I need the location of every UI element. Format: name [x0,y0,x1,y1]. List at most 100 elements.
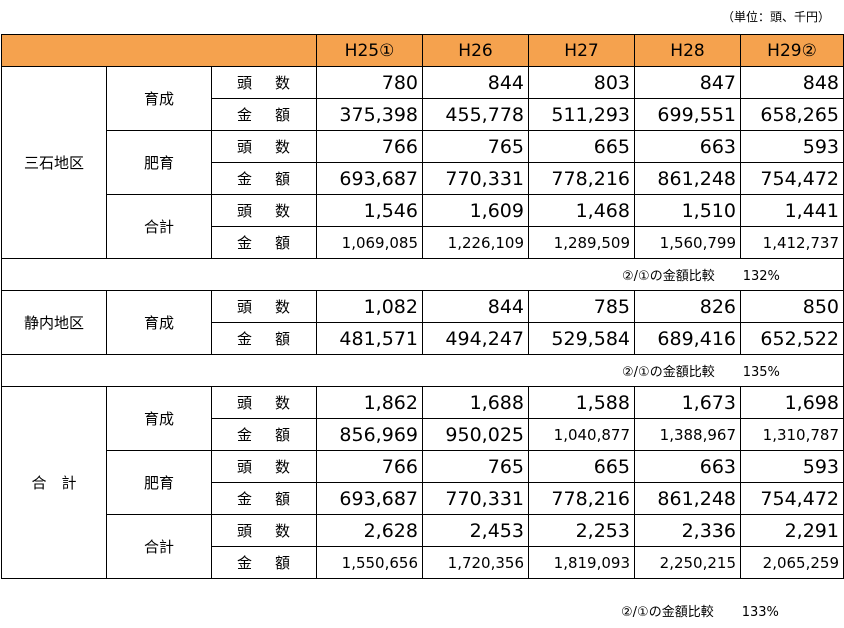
value-cell: 663 [634,450,741,483]
header-year: H27 [528,34,635,67]
value-cell: 1,862 [316,386,423,419]
value-cell: 1,510 [634,194,741,227]
area-label: 合 計 [1,386,107,579]
area-label: 静内地区 [1,290,107,355]
value-cell: 593 [740,450,844,483]
comparison-percent: 132% [742,269,780,284]
table-row: 三石地区 育成頭数 780 844 803 847 848 [1,66,844,259]
category-label: 育成 [106,66,212,131]
value-cell: 652,522 [740,322,844,355]
value-cell: 765 [422,450,529,483]
metric-char: 頭 [236,298,253,316]
table-row: 金額 481,571 494,247 529,584 689,416 652,522 [2,322,844,355]
metric-head-count: 頭数 [211,66,317,99]
table-row: 金額 1,550,656 1,720,356 1,819,093 2,250,215 2,… [2,546,844,579]
table-row: 金額 375,398 455,778 511,293 699,551 658,265 [2,98,844,131]
metric-char: 頭 [236,138,253,156]
metric-char: 数 [275,522,292,540]
value-cell: 1,720,356 [422,546,529,579]
value-cell: 699,551 [634,98,741,131]
metric-char: 金 [236,426,253,444]
metric-head-count: 頭数 [211,290,317,323]
value-cell: 693,687 [316,482,423,515]
metric-head-count: 頭数 [211,386,317,419]
value-cell: 856,969 [316,418,423,451]
value-cell: 780 [316,66,423,99]
metric-amount: 金額 [211,546,317,579]
value-cell: 494,247 [422,322,529,355]
value-cell: 375,398 [316,98,423,131]
metric-head-count: 頭数 [211,194,317,227]
metric-char: 額 [275,106,292,124]
value-cell: 778,216 [528,482,635,515]
value-cell: 844 [422,290,529,323]
value-cell: 778,216 [528,162,635,195]
value-cell: 1,609 [422,194,529,227]
metric-amount: 金額 [211,418,317,451]
category-label: 合計 [106,514,212,579]
metric-char: 額 [275,234,292,252]
table-row: 合 計育成頭数 1,862 1,688 1,588 1,673 1,698 [1,386,844,579]
comparison-row: ②/①の金額比較 132% [1,258,844,291]
table-row: 肥育頭数 766 765 665 663 593 [2,450,844,515]
metric-char: 金 [236,106,253,124]
value-cell: 1,468 [528,194,635,227]
value-cell: 803 [528,66,635,99]
value-cell: 1,226,109 [422,226,529,259]
value-cell: 1,688 [422,386,529,419]
metric-char: 額 [275,170,292,188]
value-cell: 1,673 [634,386,741,419]
value-cell: 2,336 [634,514,741,547]
area-label: 三石地区 [1,66,107,259]
value-cell: 861,248 [634,162,741,195]
value-cell: 861,248 [634,482,741,515]
value-cell: 826 [634,290,741,323]
table-row: 金額 1,069,085 1,226,109 1,289,509 1,560,799 1,… [2,226,844,259]
metric-amount: 金額 [211,98,317,131]
comparison-label: ②/①の金額比較 [622,269,715,284]
table-row: 肥育頭数 766 765 665 663 593 [2,130,844,195]
metric-amount: 金額 [211,162,317,195]
metric-char: 頭 [236,394,253,412]
value-cell: 2,291 [740,514,844,547]
metric-char: 額 [275,490,292,508]
category-label: 肥育 [106,450,212,515]
unit-note: （単位：頭、千円） [721,10,830,24]
value-cell: 754,472 [740,482,844,515]
value-cell: 665 [528,450,635,483]
value-cell: 1,441 [740,194,844,227]
value-cell: 689,416 [634,322,741,355]
value-cell: 766 [316,130,423,163]
value-cell: 663 [634,130,741,163]
metric-char: 頭 [236,202,253,220]
header-blank [1,34,317,67]
value-cell: 1,412,737 [740,226,844,259]
header-row: H25① H26 H27 H28 H29② [1,34,844,67]
metric-head-count: 頭数 [211,514,317,547]
metric-char: 頭 [236,458,253,476]
value-cell: 754,472 [740,162,844,195]
value-cell: 1,560,799 [634,226,741,259]
metric-char: 金 [236,330,253,348]
value-cell: 1,082 [316,290,423,323]
comparison-label: ②/①の金額比較 [622,365,715,380]
metric-char: 額 [275,330,292,348]
value-cell: 665 [528,130,635,163]
metric-char: 数 [275,394,292,412]
metric-char: 金 [236,490,253,508]
value-cell: 850 [740,290,844,323]
value-cell: 847 [634,66,741,99]
value-cell: 950,025 [422,418,529,451]
table-row: 合計頭数 2,628 2,453 2,253 2,336 2,291 [2,514,844,579]
value-cell: 2,628 [316,514,423,547]
metric-head-count: 頭数 [211,130,317,163]
total-comparison: ②/①の金額比較 133% [621,601,779,620]
metric-char: 頭 [236,74,253,92]
value-cell: 2,253 [528,514,635,547]
metric-char: 数 [275,138,292,156]
value-cell: 1,546 [316,194,423,227]
metric-char: 数 [275,202,292,220]
value-cell: 1,310,787 [740,418,844,451]
comparison-label: ②/①の金額比較 [621,605,714,620]
metric-amount: 金額 [211,226,317,259]
